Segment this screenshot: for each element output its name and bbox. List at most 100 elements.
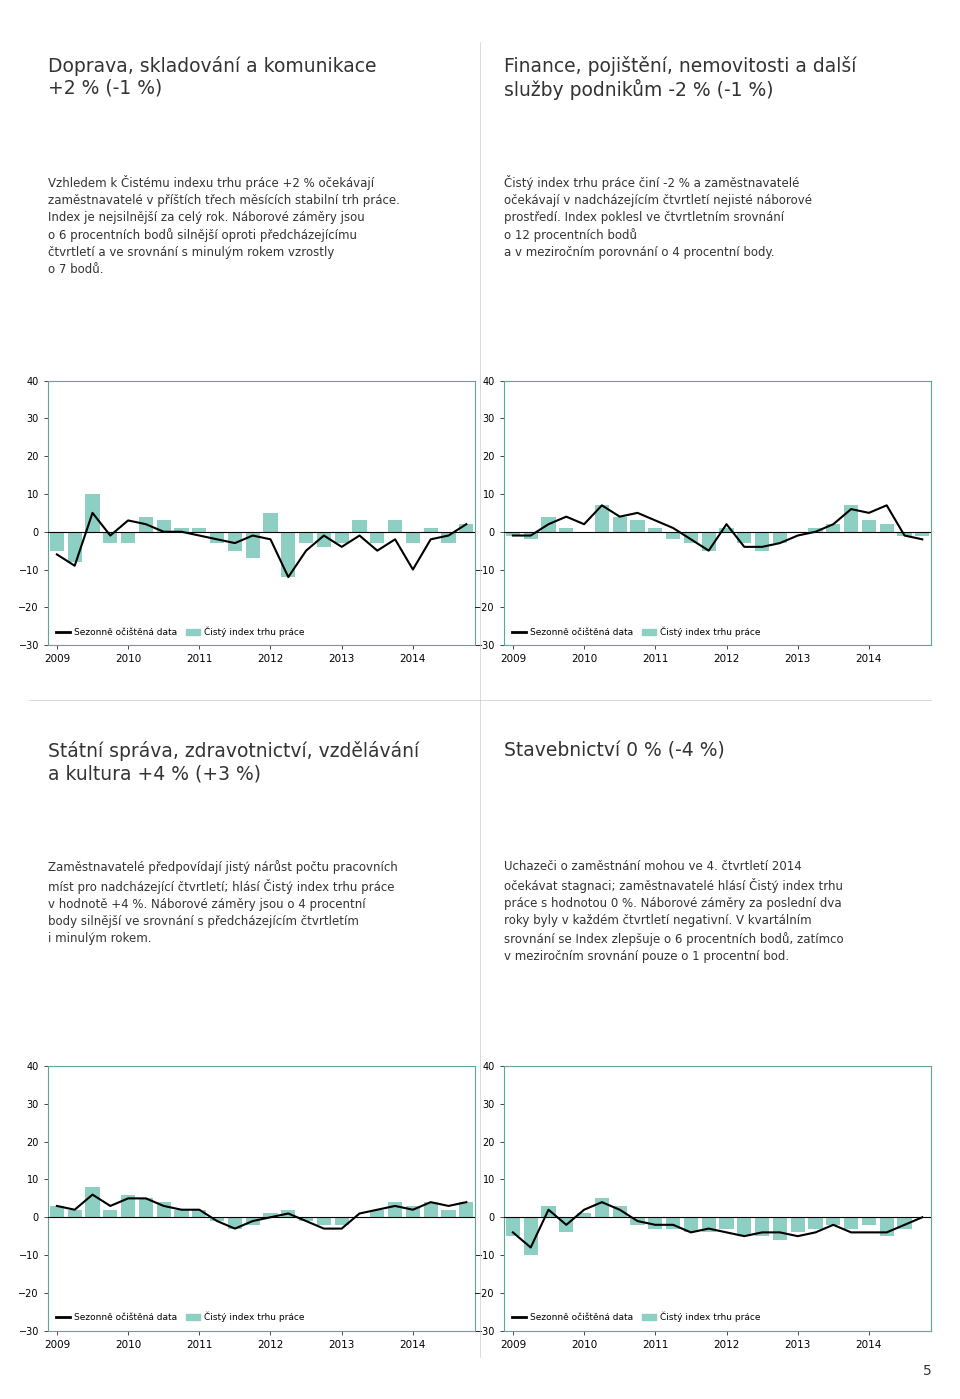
Bar (246, 1217, 260, 1226)
Bar (228, 532, 242, 551)
Bar (192, 527, 206, 532)
Text: Uchazeči o zaměstnání mohou ve 4. čtvrtletí 2014
očekávat stagnaci; zaměstnavate: Uchazeči o zaměstnání mohou ve 4. čtvrtl… (504, 860, 844, 963)
Bar (352, 520, 367, 532)
Bar (684, 1217, 698, 1233)
Bar (773, 1217, 787, 1240)
Bar (791, 1217, 804, 1233)
Bar (915, 532, 929, 536)
Bar (737, 532, 752, 543)
Bar (85, 494, 100, 532)
Bar (371, 1210, 384, 1217)
Text: Stavebnictví 0 % (-4 %): Stavebnictví 0 % (-4 %) (504, 741, 725, 761)
Bar (879, 525, 894, 532)
Bar (263, 513, 277, 532)
Bar (844, 505, 858, 532)
Bar (228, 1217, 242, 1228)
Bar (192, 1210, 206, 1217)
Bar (317, 1217, 331, 1226)
Bar (50, 1206, 64, 1217)
Text: Zaměstnavatelé předpovídají jistý nárůst počtu pracovních
míst pro nadcházející : Zaměstnavatelé předpovídají jistý nárůst… (48, 860, 397, 946)
Bar (459, 1202, 473, 1217)
Bar (595, 505, 609, 532)
Bar (719, 527, 733, 532)
Bar (631, 1217, 644, 1226)
Bar (371, 532, 384, 543)
Bar (423, 527, 438, 532)
Bar (612, 516, 627, 532)
Bar (210, 1217, 225, 1221)
Bar (317, 532, 331, 547)
Bar (139, 1199, 153, 1217)
Bar (335, 532, 348, 543)
Text: Státní správa, zdravotnictví, vzdělávání
a kultura +4 % (+3 %): Státní správa, zdravotnictví, vzdělávání… (48, 741, 420, 783)
Text: 5: 5 (923, 1364, 931, 1378)
Bar (263, 1213, 277, 1217)
Bar (879, 1217, 894, 1237)
Bar (406, 1206, 420, 1217)
Text: Čistý index trhu práce činí -2 % a zaměstnavatelé
očekávají v nadcházejícím čtvr: Čistý index trhu práce činí -2 % a zaměs… (504, 175, 812, 259)
Bar (612, 1206, 627, 1217)
Bar (67, 532, 82, 562)
Bar (103, 1210, 117, 1217)
Bar (103, 532, 117, 543)
Bar (844, 1217, 858, 1228)
Bar (827, 525, 840, 532)
Bar (121, 1195, 135, 1217)
Text: Doprava, skladování a komunikace
+2 % (-1 %): Doprava, skladování a komunikace +2 % (-… (48, 56, 376, 98)
Bar (541, 1206, 556, 1217)
Bar (737, 1217, 752, 1237)
Bar (459, 525, 473, 532)
Legend: Sezonně očištěná data, Čistý index trhu práce: Sezonně očištěná data, Čistý index trhu … (509, 623, 764, 641)
Bar (506, 532, 520, 536)
Bar (702, 532, 716, 551)
Bar (156, 520, 171, 532)
Bar (577, 1213, 591, 1217)
Bar (281, 1210, 296, 1217)
Bar (423, 1202, 438, 1217)
Bar (755, 1217, 769, 1237)
Bar (631, 520, 644, 532)
Bar (335, 1217, 348, 1226)
Bar (50, 532, 64, 551)
Bar (388, 1202, 402, 1217)
Bar (388, 520, 402, 532)
Bar (755, 532, 769, 551)
Bar (559, 1217, 573, 1233)
Bar (773, 532, 787, 543)
Bar (281, 532, 296, 576)
Bar (299, 1217, 313, 1221)
Bar (210, 532, 225, 543)
Bar (175, 1210, 188, 1217)
Bar (898, 1217, 912, 1228)
Bar (684, 532, 698, 543)
Bar (442, 1210, 456, 1217)
Bar (648, 527, 662, 532)
Legend: Sezonně očištěná data, Čistý index trhu práce: Sezonně očištěná data, Čistý index trhu … (53, 1308, 308, 1326)
Bar (246, 532, 260, 558)
Bar (139, 516, 153, 532)
Bar (85, 1186, 100, 1217)
Bar (862, 520, 876, 532)
Bar (862, 1217, 876, 1226)
Bar (702, 1217, 716, 1233)
Bar (559, 527, 573, 532)
Bar (827, 1217, 840, 1226)
Bar (898, 532, 912, 536)
Bar (666, 532, 681, 540)
Bar (666, 1217, 681, 1228)
Bar (442, 532, 456, 543)
Bar (406, 532, 420, 543)
Legend: Sezonně očištěná data, Čistý index trhu práce: Sezonně očištěná data, Čistý index trhu … (509, 1308, 764, 1326)
Bar (121, 532, 135, 543)
Bar (506, 1217, 520, 1237)
Bar (648, 1217, 662, 1228)
Bar (541, 516, 556, 532)
Text: Finance, pojištění, nemovitosti a další
služby podnikům -2 % (-1 %): Finance, pojištění, nemovitosti a další … (504, 56, 856, 101)
Bar (808, 1217, 823, 1228)
Bar (156, 1202, 171, 1217)
Bar (719, 1217, 733, 1228)
Legend: Sezonně očištěná data, Čistý index trhu práce: Sezonně očištěná data, Čistý index trhu … (53, 623, 308, 641)
Bar (523, 532, 538, 540)
Text: Vzhledem k Čistému indexu trhu práce +2 % očekávají
zaměstnavatelé v příštích tř: Vzhledem k Čistému indexu trhu práce +2 … (48, 175, 400, 276)
Bar (67, 1210, 82, 1217)
